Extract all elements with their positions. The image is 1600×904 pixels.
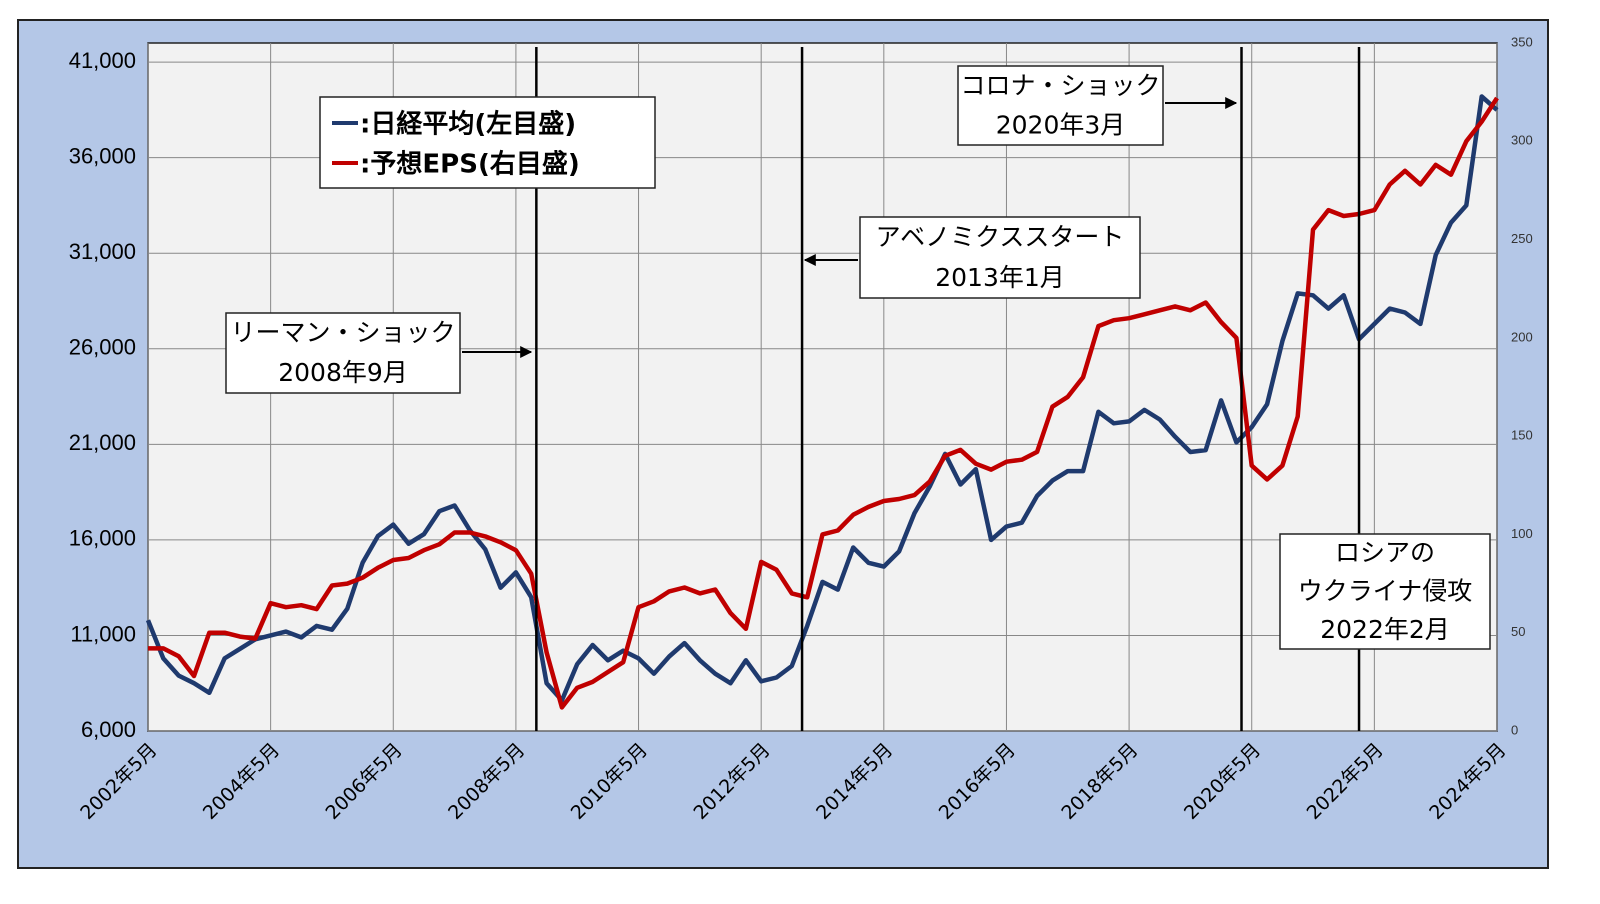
- series-line: [148, 96, 1499, 710]
- y-tick-label: 26,000: [69, 335, 136, 360]
- legend-box: [319, 96, 656, 189]
- y2-tick-label: 50: [1511, 624, 1525, 639]
- y-tick-label: 16,000: [69, 526, 136, 551]
- y2-tick-label: 350: [1511, 34, 1533, 49]
- y2-tick-label: 100: [1511, 526, 1533, 541]
- y-tick-label: 21,000: [69, 430, 136, 455]
- y-tick-label: 36,000: [69, 143, 136, 168]
- y-tick-label: 11,000: [70, 621, 136, 646]
- y-tick-label: 41,000: [69, 48, 136, 73]
- y2-tick-label: 250: [1511, 231, 1533, 246]
- annotation-text: コロナ・ショック: [960, 71, 1160, 100]
- y2-tick-label: 0: [1511, 722, 1518, 737]
- annotation-text: 2022年2月: [1320, 615, 1450, 644]
- y2-tick-label: 200: [1511, 329, 1533, 344]
- y2-tick-label: 150: [1511, 428, 1533, 443]
- annotation-box: [225, 312, 461, 394]
- series-line: [145, 94, 1499, 703]
- y-tick-label: 6,000: [81, 717, 136, 742]
- annotation-text: アベノミクススタート: [876, 222, 1125, 251]
- annotation-box: [1279, 533, 1491, 650]
- annotation-text: 2020年3月: [996, 110, 1126, 139]
- annotation-box: [957, 65, 1164, 146]
- annotation-box: [859, 216, 1141, 299]
- annotation-text: リーマン・ショック: [230, 318, 455, 347]
- annotation-text: 2008年9月: [278, 358, 408, 387]
- y-tick-label: 31,000: [69, 239, 136, 264]
- annotation-text: 2013年1月: [935, 263, 1065, 292]
- legend-label: :予想EPS(右目盛): [360, 149, 580, 180]
- annotation-text: ウクライナ侵攻: [1298, 577, 1473, 606]
- annotation-text: ロシアの: [1335, 538, 1435, 567]
- y2-tick-label: 300: [1511, 133, 1533, 148]
- legend-label: :日経平均(左目盛): [360, 109, 576, 140]
